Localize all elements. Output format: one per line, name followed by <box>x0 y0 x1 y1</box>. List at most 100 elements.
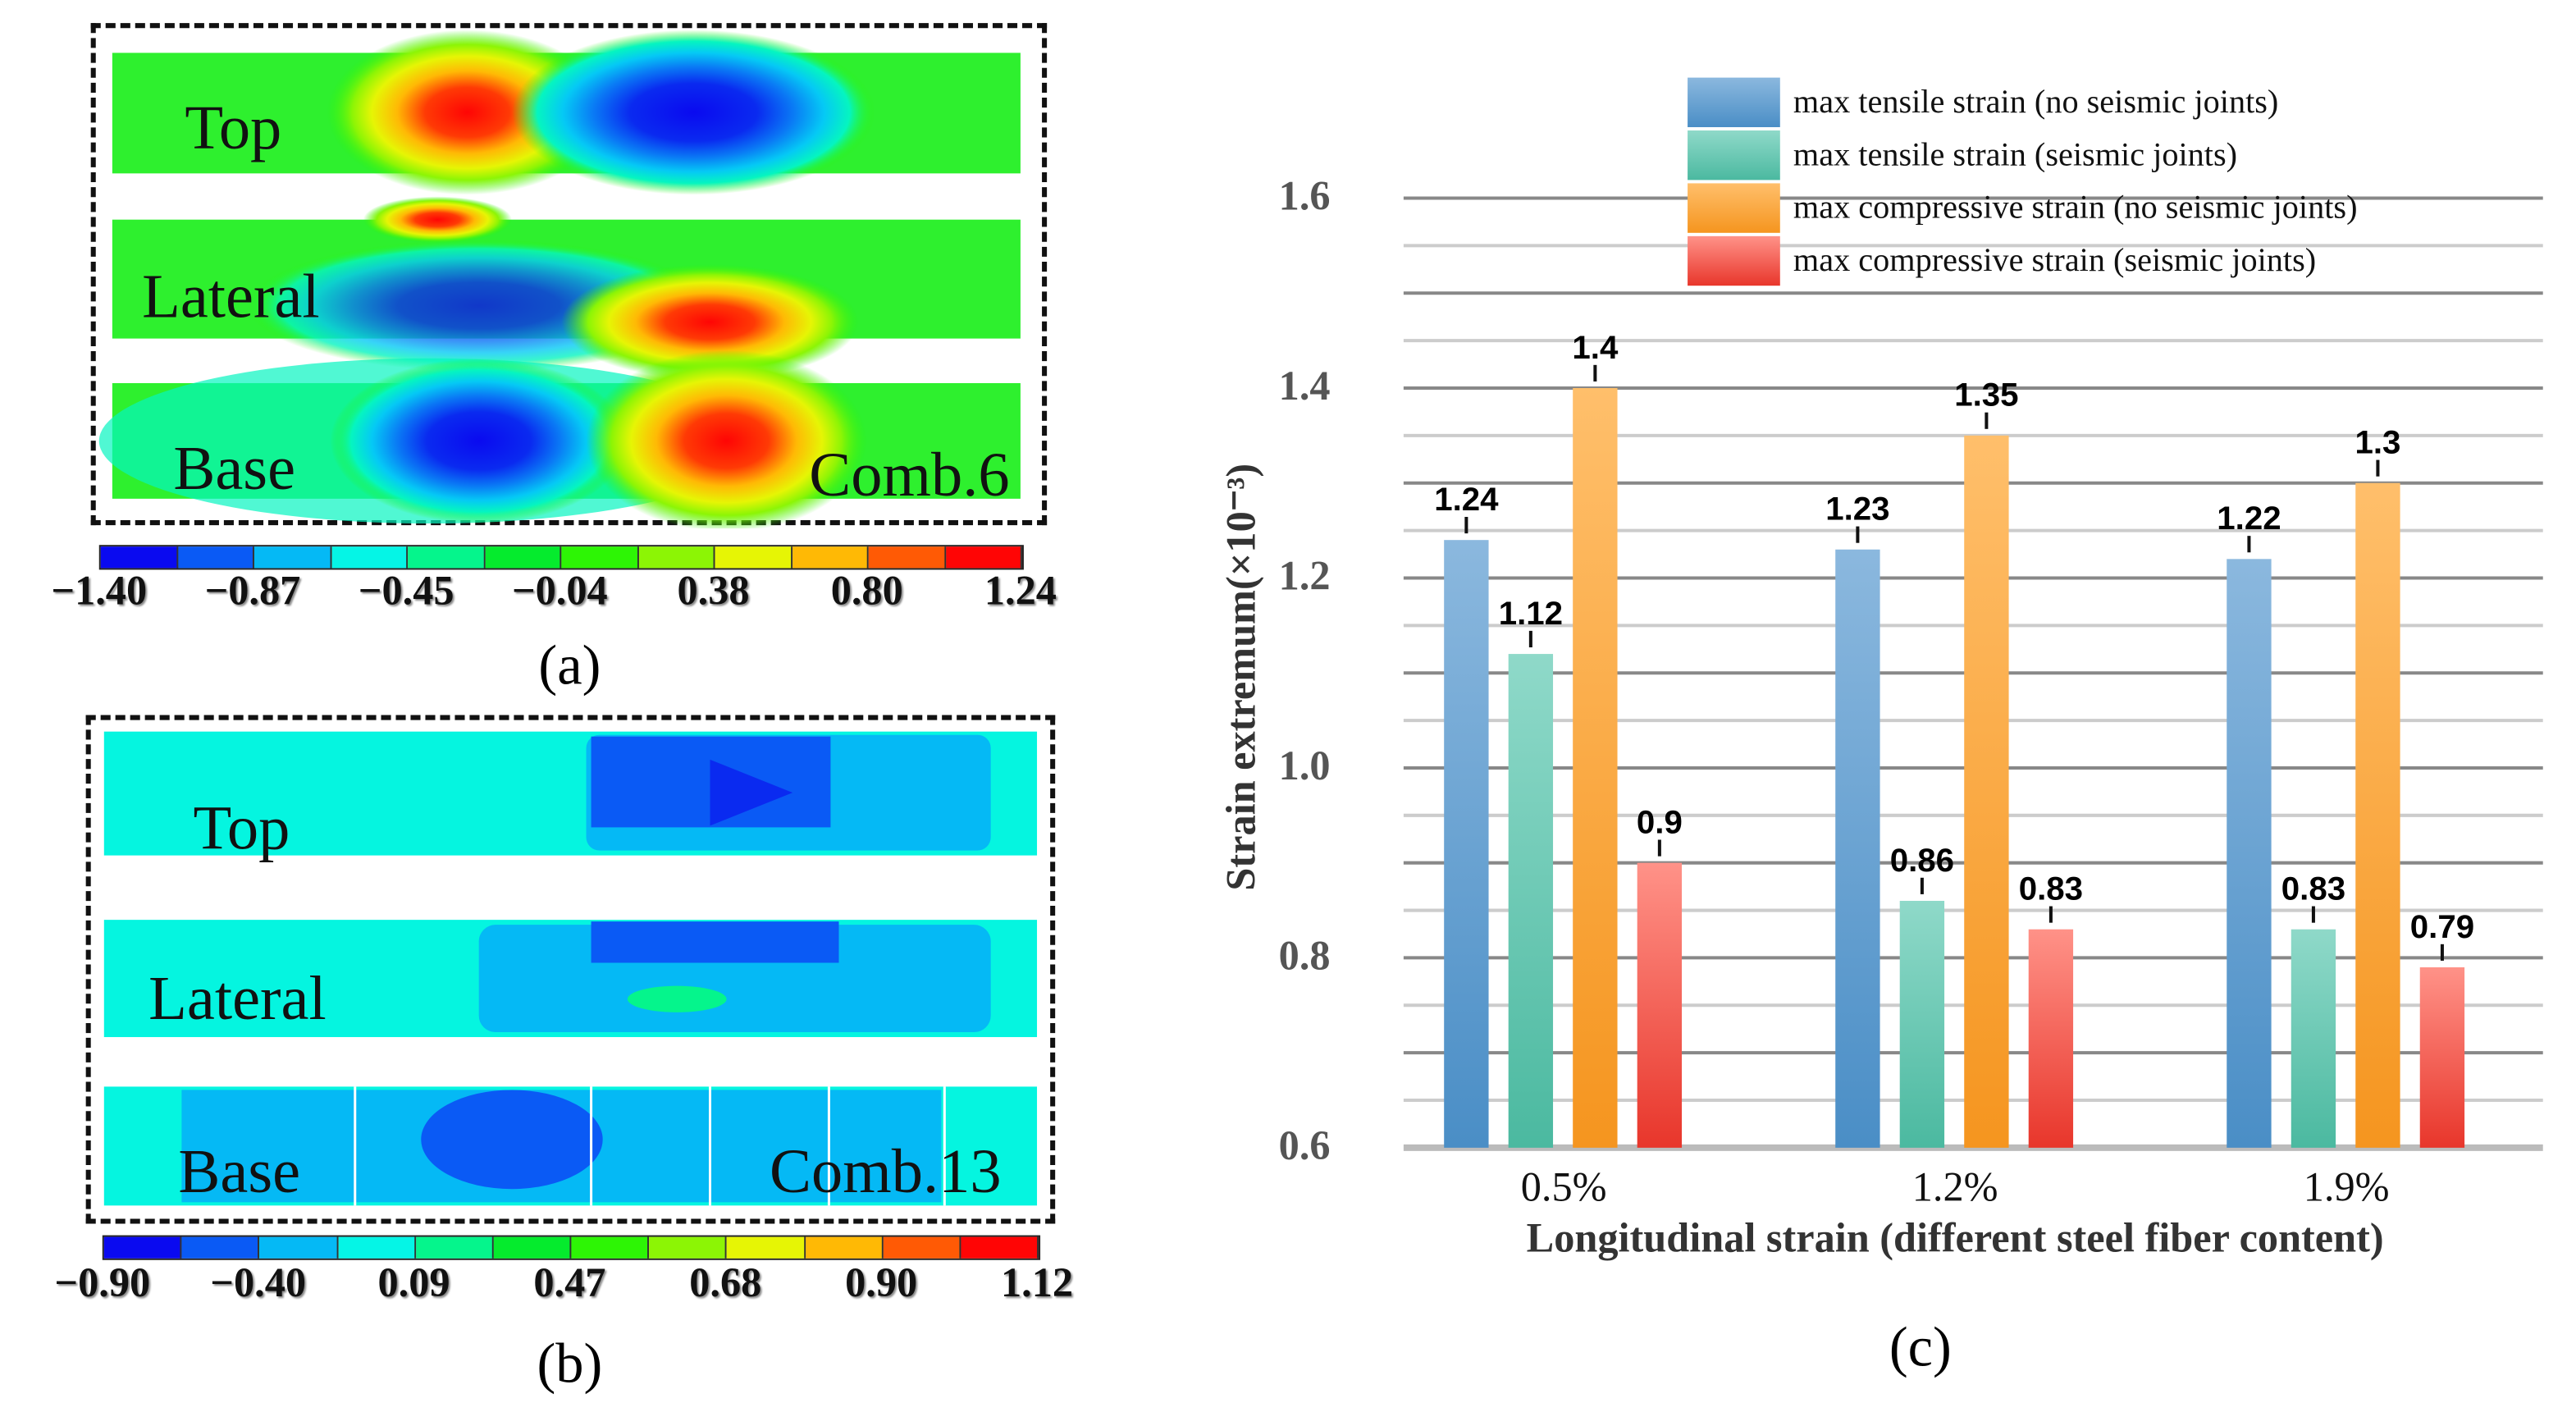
colorbar-tick-label: 0.38 <box>677 569 750 615</box>
data-label: 0.79 <box>2410 908 2474 945</box>
colorbar-swatch <box>103 1236 182 1259</box>
colorbar-swatch <box>637 546 715 569</box>
combination-label: Comb.6 <box>809 441 1010 510</box>
bar <box>1899 900 1945 1148</box>
colorbar-tick-label: −0.87 <box>204 569 301 615</box>
legend-swatch <box>1688 183 1780 233</box>
colorbar-swatch <box>805 1236 884 1259</box>
bar <box>1508 654 1554 1148</box>
bar <box>2227 559 2272 1148</box>
colorbar-swatch <box>727 1236 806 1259</box>
data-label: 1.22 <box>2217 500 2281 537</box>
x-tick-label: 0.5% <box>1520 1166 1607 1211</box>
colorbar-swatch <box>792 546 869 569</box>
y-tick-label: 1.4 <box>1278 364 1331 410</box>
combination-label: Comb.13 <box>769 1137 1002 1208</box>
panel-b-contour-maps <box>103 731 1038 1206</box>
strip-lateral-map <box>112 196 1021 380</box>
strip-lateral-map <box>103 920 1038 1038</box>
bar <box>1637 862 1683 1148</box>
strip-label-lateral: Lateral <box>148 964 327 1035</box>
data-label: 1.12 <box>1499 595 1563 632</box>
colorbar-tick-label: −1.40 <box>51 569 148 615</box>
strip-label-lateral: Lateral <box>142 263 320 332</box>
strip-base-map <box>103 1086 1038 1206</box>
panel-a-contour-maps <box>98 30 1021 529</box>
data-label: 0.9 <box>1637 803 1683 840</box>
y-tick-label: 0.6 <box>1278 1124 1331 1170</box>
colorbar-swatch <box>253 546 331 569</box>
legend-swatch <box>1688 77 1780 127</box>
bar <box>1444 540 1489 1148</box>
data-label: 1.4 <box>1572 329 1619 366</box>
legend-item: max compressive strain (seismic joints) <box>1688 235 2317 286</box>
colorbar-swatch <box>571 1236 650 1259</box>
y-axis-label: Strain extremum(×10⁻³) <box>1220 463 1265 891</box>
data-label: 0.83 <box>2019 870 2083 907</box>
colorbar-swatch <box>484 546 562 569</box>
colorbar-swatch <box>408 546 485 569</box>
y-tick-label: 0.8 <box>1278 934 1331 980</box>
colorbar-swatch <box>715 546 792 569</box>
strip-base-map <box>98 350 1021 529</box>
colorbar-tick-label: 0.09 <box>377 1261 450 1307</box>
colorbar-swatch <box>337 1236 416 1259</box>
legend-label: max tensile strain (no seismic joints) <box>1793 83 2279 120</box>
data-label: 0.86 <box>1890 842 1954 879</box>
colorbar-a <box>98 545 1024 570</box>
colorbar-swatch <box>177 546 254 569</box>
bar <box>2291 929 2336 1148</box>
legend-swatch <box>1688 130 1780 180</box>
legend-label: max compressive strain (seismic joints) <box>1793 241 2317 279</box>
colorbar-swatch <box>868 546 946 569</box>
legend-label: max compressive strain (no seismic joint… <box>1793 189 2358 226</box>
bar <box>2419 966 2465 1148</box>
data-label: 1.24 <box>1434 481 1499 518</box>
y-tick-label: 1.0 <box>1278 744 1331 790</box>
colorbar-tick-label: 0.80 <box>830 569 903 615</box>
colorbar-tick-label: −0.90 <box>54 1261 151 1307</box>
x-tick-label: 1.9% <box>2303 1166 2390 1211</box>
panel-c-caption: (c) <box>1889 1318 1952 1379</box>
panel-b-caption: (b) <box>537 1334 603 1396</box>
bar <box>1573 388 1618 1148</box>
strip-label-top: Top <box>185 94 282 164</box>
strip-top-map <box>103 731 1038 856</box>
panel-b-frame <box>85 715 1056 1224</box>
colorbar-swatch <box>883 1236 961 1259</box>
data-label: 1.35 <box>1954 377 2018 414</box>
x-tick-label: 1.2% <box>1911 1166 1998 1211</box>
colorbar-tick-label: −0.45 <box>358 569 454 615</box>
legend-item: max tensile strain (no seismic joints) <box>1688 77 2279 127</box>
colorbar-tick-label: −0.04 <box>511 569 608 615</box>
colorbar-swatch <box>181 1236 260 1259</box>
colorbar-swatch <box>259 1236 338 1259</box>
bar <box>2028 929 2074 1148</box>
colorbar-swatch <box>331 546 409 569</box>
strip-label-base: Base <box>178 1137 301 1208</box>
bar <box>1835 549 1880 1148</box>
colorbar-tick-label: −0.40 <box>210 1261 307 1307</box>
data-label: 1.23 <box>1825 491 1889 528</box>
colorbar-swatch <box>961 1236 1039 1259</box>
strip-label-top: Top <box>193 794 290 864</box>
legend-swatch <box>1688 235 1780 286</box>
colorbar-tick-label: 0.68 <box>689 1261 762 1307</box>
legend-item: max tensile strain (seismic joints) <box>1688 130 2237 180</box>
colorbar-swatch <box>649 1236 728 1259</box>
colorbar-swatch <box>561 546 638 569</box>
colorbar-tick-label: 1.24 <box>984 569 1057 615</box>
strip-label-base: Base <box>173 434 296 504</box>
colorbar-swatch <box>945 546 1022 569</box>
legend-item: max compressive strain (no seismic joint… <box>1688 183 2358 233</box>
legend-label: max tensile strain (seismic joints) <box>1793 136 2238 173</box>
colorbar-swatch <box>415 1236 494 1259</box>
y-tick-label: 1.2 <box>1278 555 1331 600</box>
bar <box>1964 435 2009 1148</box>
colorbar-tick-label: 0.47 <box>533 1261 606 1307</box>
bar <box>2355 482 2400 1148</box>
colorbar-tick-label: 0.90 <box>845 1261 918 1307</box>
panel-a-caption: (a) <box>538 635 601 697</box>
